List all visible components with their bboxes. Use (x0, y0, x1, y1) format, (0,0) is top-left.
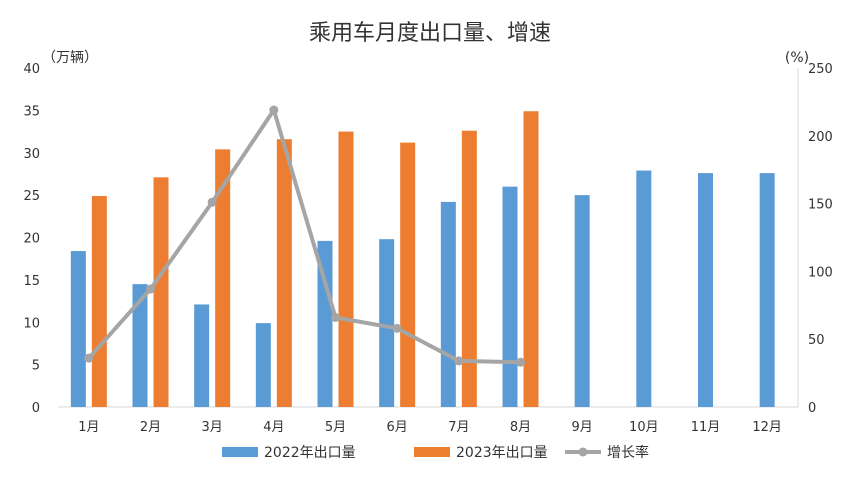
bar-2022年出口量-9月 (574, 195, 590, 407)
growth-rate-point (331, 313, 340, 323)
bar-2022年出口量-5月 (317, 240, 333, 407)
legend: 2022年出口量 2023年出口量 增长率 (222, 444, 649, 461)
x-tick-label: 7月 (448, 420, 469, 435)
growth-rate-point (84, 353, 94, 363)
y-right-tick-label: 50 (808, 333, 825, 348)
legend-swatch (414, 447, 450, 457)
bar-2022年出口量-10月 (636, 170, 652, 407)
y-left-tick-label: 25 (23, 189, 40, 204)
y-left-tick-label: 15 (23, 274, 40, 289)
bar-2022年出口量-11月 (698, 173, 713, 407)
bar-2023年出口量-6月 (400, 142, 416, 407)
bar-2023年出口量-8月 (523, 111, 539, 407)
bar-2022年出口量-6月 (379, 239, 395, 407)
bar-2022年出口量-1月 (70, 251, 86, 407)
y-left-tick-label: 5 (32, 359, 40, 374)
legend-swatch (222, 447, 258, 457)
growth-rate-line (87, 108, 521, 365)
x-tick-label: 12月 (752, 420, 782, 435)
y-right-tick-label: 0 (808, 401, 816, 416)
legend-label: 增长率 (607, 444, 649, 461)
x-tick-label: 4月 (263, 420, 284, 435)
x-tick-label: 5月 (325, 420, 346, 435)
x-tick-label: 8月 (510, 420, 531, 435)
y-right-tick-label: 150 (808, 198, 833, 213)
x-tick-label: 11月 (691, 420, 721, 435)
y-right-tick-label: 100 (808, 265, 833, 280)
bars (70, 111, 775, 408)
x-tick-label: 1月 (78, 420, 99, 435)
bar-2022年出口量-2月 (132, 284, 148, 407)
y-left-tick-label: 20 (23, 232, 40, 247)
growth-rate-point (516, 357, 525, 367)
legend-swatch-marker (578, 447, 588, 457)
bar-2022年出口量-12月 (759, 173, 775, 407)
bar-2022年出口量-7月 (440, 201, 456, 407)
growth-rate-point (207, 197, 217, 207)
axes: 0 5 10 15 20 25 30 35 40 0 50 100 150 200 250 (23, 62, 832, 416)
x-tick-label: 3月 (202, 420, 223, 435)
growth-rate-point (146, 284, 155, 294)
y-right-tick-label: 200 (808, 130, 833, 145)
bar-2023年出口量-7月 (461, 130, 477, 407)
growth-rate-point (269, 105, 279, 115)
x-tick-label: 2月 (140, 420, 161, 435)
bar-2022年出口量-4月 (255, 323, 271, 407)
bar-2022年出口量-8月 (502, 186, 518, 407)
y-left-tick-label: 10 (23, 316, 40, 331)
y-left-tick-label: 40 (23, 62, 40, 77)
chart-title: 乘用车月度出口量、增速 (309, 21, 551, 46)
y-left-tick-label: 35 (23, 104, 40, 119)
bar-2023年出口量-2月 (153, 177, 169, 407)
x-tick-label: 6月 (387, 420, 408, 435)
bar-2022年出口量-3月 (194, 304, 210, 407)
x-tick-labels: 1月 2月 3月 4月 5月 6月 7月 8月 9月 10月 11月 12月 (78, 420, 782, 435)
growth-line (84, 105, 525, 367)
y-left-unit-label: （万辆） (42, 50, 98, 66)
bar-2023年出口量-3月 (215, 149, 231, 408)
x-tick-label: 10月 (629, 420, 659, 435)
growth-rate-point (454, 356, 464, 366)
legend-label: 2023年出口量 (456, 445, 548, 461)
x-tick-label: 9月 (572, 420, 593, 435)
y-right-unit-label: (%) (785, 50, 809, 66)
legend-label: 2022年出口量 (264, 445, 356, 461)
bar-2023年出口量-1月 (91, 195, 107, 407)
growth-rate-point (392, 323, 402, 333)
bar-2023年出口量-5月 (338, 131, 354, 407)
y-right-tick-label: 250 (808, 62, 833, 77)
y-left-tick-label: 0 (32, 401, 40, 416)
bar-2023年出口量-4月 (276, 139, 292, 407)
y-left-tick-label: 30 (23, 147, 40, 162)
